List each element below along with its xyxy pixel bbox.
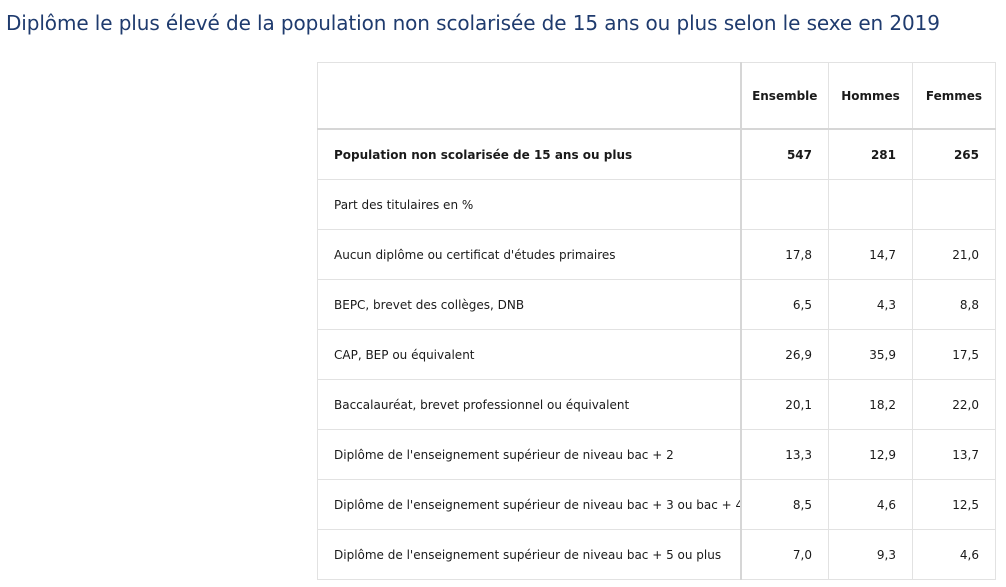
cell-ensemble	[740, 179, 829, 230]
cell-hommes	[828, 179, 913, 230]
cell-ensemble: 17,8	[740, 229, 829, 280]
cell-ensemble: 6,5	[740, 279, 829, 330]
header-ensemble: Ensemble	[740, 62, 829, 130]
table-row: Population non scolarisée de 15 ans ou p…	[317, 128, 996, 180]
row-label: BEPC, brevet des collèges, DNB	[317, 279, 742, 330]
row-label: CAP, BEP ou équivalent	[317, 329, 742, 380]
page-title: Diplôme le plus élevé de la population n…	[6, 11, 940, 35]
cell-ensemble: 8,5	[740, 479, 829, 530]
row-label: Part des titulaires en %	[317, 179, 742, 230]
cell-femmes: 265	[912, 128, 996, 180]
table-row: BEPC, brevet des collèges, DNB 6,5 4,3 8…	[317, 279, 996, 330]
table-row: Diplôme de l'enseignement supérieur de n…	[317, 429, 996, 480]
cell-hommes: 4,3	[828, 279, 913, 330]
cell-femmes: 12,5	[912, 479, 996, 530]
cell-hommes: 18,2	[828, 379, 913, 430]
table-row: Aucun diplôme ou certificat d'études pri…	[317, 229, 996, 280]
cell-femmes: 21,0	[912, 229, 996, 280]
header-femmes: Femmes	[912, 62, 996, 130]
cell-ensemble: 547	[740, 128, 829, 180]
cell-ensemble: 13,3	[740, 429, 829, 480]
cell-hommes: 14,7	[828, 229, 913, 280]
cell-ensemble: 26,9	[740, 329, 829, 380]
cell-femmes: 13,7	[912, 429, 996, 480]
table-header-row: Ensemble Hommes Femmes	[317, 62, 996, 130]
row-label: Diplôme de l'enseignement supérieur de n…	[317, 529, 742, 580]
header-hommes: Hommes	[828, 62, 913, 130]
table-row: Diplôme de l'enseignement supérieur de n…	[317, 529, 996, 580]
row-label: Diplôme de l'enseignement supérieur de n…	[317, 479, 742, 530]
table-row: Part des titulaires en %	[317, 179, 996, 230]
cell-ensemble: 20,1	[740, 379, 829, 430]
table-row: Diplôme de l'enseignement supérieur de n…	[317, 479, 996, 530]
row-label: Aucun diplôme ou certificat d'études pri…	[317, 229, 742, 280]
cell-hommes: 9,3	[828, 529, 913, 580]
data-table: Ensemble Hommes Femmes Population non sc…	[317, 62, 996, 580]
table-row: Baccalauréat, brevet professionnel ou éq…	[317, 379, 996, 430]
cell-femmes: 8,8	[912, 279, 996, 330]
row-label: Baccalauréat, brevet professionnel ou éq…	[317, 379, 742, 430]
cell-ensemble: 7,0	[740, 529, 829, 580]
row-label: Diplôme de l'enseignement supérieur de n…	[317, 429, 742, 480]
cell-hommes: 35,9	[828, 329, 913, 380]
row-label: Population non scolarisée de 15 ans ou p…	[317, 128, 742, 180]
cell-hommes: 4,6	[828, 479, 913, 530]
table-row: CAP, BEP ou équivalent 26,9 35,9 17,5	[317, 329, 996, 380]
cell-hommes: 12,9	[828, 429, 913, 480]
cell-femmes	[912, 179, 996, 230]
header-corner-cell	[317, 62, 742, 130]
cell-femmes: 17,5	[912, 329, 996, 380]
cell-hommes: 281	[828, 128, 913, 180]
cell-femmes: 4,6	[912, 529, 996, 580]
cell-femmes: 22,0	[912, 379, 996, 430]
